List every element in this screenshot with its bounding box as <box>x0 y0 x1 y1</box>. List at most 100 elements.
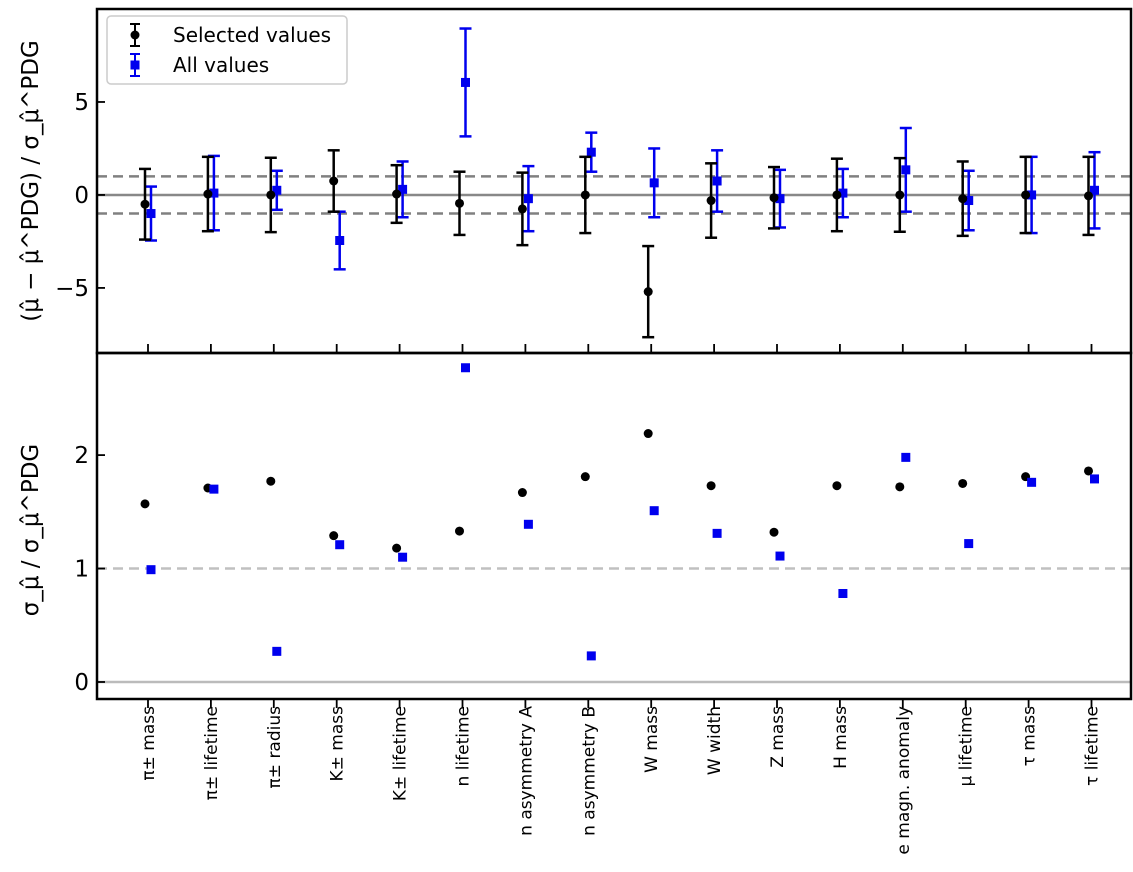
deviation-selected-marker <box>455 198 464 208</box>
deviation-selected-marker <box>329 176 339 186</box>
deviation-all-marker <box>523 194 533 204</box>
deviation-all-marker <box>901 165 911 175</box>
width-ratio-all-marker <box>461 363 470 373</box>
deviation-selected-point <box>705 162 718 239</box>
deviation-selected-point <box>893 156 906 234</box>
width-ratio-all-marker <box>964 539 974 549</box>
width-ratio-y-axis-label: σ_μ̂ / σ_μ̂^PDG <box>18 444 44 616</box>
category-label: K± mass <box>328 706 348 782</box>
width-ratio-all-marker <box>649 506 659 516</box>
category-label: π± mass <box>139 706 159 781</box>
deviation-selected-marker <box>832 190 842 200</box>
deviation-selected-point <box>642 244 655 339</box>
deviation-y-axis-label: (μ̂ − μ̂^PDG) / σ_μ̂^PDG <box>18 40 44 322</box>
width-ratio-all-marker <box>1090 474 1099 484</box>
deviation-selected-point <box>453 170 466 237</box>
legend: Selected values All values <box>106 15 348 85</box>
category-label: n asymmetry A <box>516 706 536 836</box>
category-label: e magn. anomaly <box>894 706 914 855</box>
deviation-all-point <box>333 210 346 271</box>
deviation-all-marker <box>775 194 785 204</box>
deviation-all-marker <box>335 236 345 246</box>
category-label: Z mass <box>768 706 788 768</box>
width-ratio-selected-marker <box>517 488 527 498</box>
legend-marker-selected <box>130 23 140 47</box>
legend-label-all: All values <box>173 53 269 77</box>
deviation-selected-point <box>516 171 529 247</box>
width-ratio-y-tick-label: 2 <box>74 443 89 469</box>
deviation-all-point <box>836 167 849 219</box>
category-labels: π± mass π± lifetime π± radius K± mass K± lif… <box>139 706 1103 855</box>
width-ratio-all-marker <box>712 528 722 538</box>
width-ratio-selected-marker <box>266 476 276 486</box>
width-ratio-all-marker <box>586 651 596 661</box>
width-ratio-all-marker <box>335 540 345 550</box>
deviation-selected-marker <box>580 190 590 200</box>
width-ratio-all-marker <box>272 646 282 656</box>
deviation-all-point <box>1088 150 1101 230</box>
deviation-y-ticks: −5 0 5 <box>55 90 105 302</box>
width-ratio-x-ticks <box>147 699 1093 708</box>
legend-box <box>106 15 348 85</box>
category-label: π± radius <box>265 706 285 789</box>
category-label: n lifetime <box>454 706 474 786</box>
width-ratio-panel-frame <box>95 351 1133 701</box>
deviation-selected-marker <box>517 204 527 214</box>
deviation-selected-point <box>139 167 151 241</box>
deviation-selected-point <box>830 157 843 233</box>
width-ratio-selected-marker <box>643 429 653 439</box>
width-ratio-all-marker <box>398 552 408 562</box>
width-ratio-reference-lines <box>97 567 1131 684</box>
deviation-selected-point <box>1082 155 1095 237</box>
width-ratio-selected-marker <box>895 482 905 492</box>
category-label: τ lifetime <box>1083 706 1103 786</box>
width-ratio-all-marker <box>146 565 156 575</box>
deviation-selected-marker <box>958 194 968 204</box>
deviation-all-marker <box>1027 190 1037 200</box>
deviation-series-selected <box>139 149 1095 339</box>
deviation-all-marker <box>461 77 470 87</box>
deviation-selected-point <box>327 149 340 213</box>
deviation-y-tick-label: 5 <box>74 90 89 116</box>
width-ratio-series-all <box>146 363 1099 661</box>
deviation-selected-marker <box>266 190 276 200</box>
deviation-selected-point <box>579 155 592 235</box>
deviation-selected-marker <box>643 287 653 297</box>
deviation-all-point <box>396 160 409 219</box>
deviation-all-marker <box>398 184 408 194</box>
category-label: W width <box>705 706 725 775</box>
deviation-all-marker <box>586 147 596 157</box>
deviation-selected-marker <box>392 189 402 199</box>
deviation-all-point <box>270 169 283 212</box>
deviation-panel: −5 0 5 (μ̂ − μ̂^PDG) / σ_μ̂^PDG Selected v… <box>18 7 1133 355</box>
width-ratio-all-marker <box>209 484 219 494</box>
width-ratio-selected-marker <box>580 472 590 482</box>
deviation-selected-point <box>201 155 214 233</box>
deviation-all-point <box>648 147 661 219</box>
width-ratio-all-marker <box>1027 477 1037 487</box>
deviation-selected-marker <box>1084 191 1093 201</box>
deviation-y-tick-label: −5 <box>55 276 89 302</box>
width-ratio-panel: 0 1 2 σ_μ̂ / σ_μ̂^PDG <box>18 351 1133 708</box>
deviation-all-point <box>711 149 724 213</box>
deviation-series-all <box>145 27 1101 271</box>
deviation-x-ticks <box>147 344 1093 353</box>
deviation-all-point <box>899 126 912 213</box>
deviation-selected-marker <box>895 190 905 200</box>
deviation-y-tick-label: 0 <box>74 183 89 209</box>
width-ratio-all-marker <box>523 519 533 529</box>
deviation-all-marker <box>838 188 848 198</box>
category-label: π± lifetime <box>202 706 222 800</box>
deviation-selected-marker <box>769 193 779 203</box>
category-label: W mass <box>642 706 662 773</box>
deviation-all-point <box>962 169 975 232</box>
category-label: K± lifetime <box>391 706 411 801</box>
width-ratio-selected-marker <box>832 481 842 491</box>
deviation-selected-marker <box>706 196 716 206</box>
width-ratio-y-tick-label: 0 <box>74 670 89 696</box>
deviation-all-marker <box>964 196 974 206</box>
width-ratio-all-marker <box>838 588 848 598</box>
width-ratio-series-selected <box>140 429 1093 553</box>
deviation-selected-marker <box>140 199 150 209</box>
